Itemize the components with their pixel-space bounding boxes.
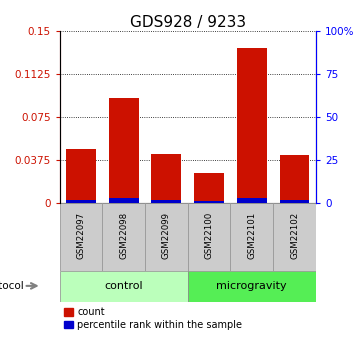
Bar (66, 149, 96, 203)
Text: GSM22097: GSM22097 (77, 212, 86, 259)
Bar (194, 201, 224, 203)
Bar (279, 155, 309, 203)
Bar (188, 203, 230, 270)
Text: protocol: protocol (0, 281, 24, 291)
Bar (194, 173, 224, 203)
Bar (145, 203, 188, 270)
Bar (230, 203, 273, 270)
Bar (237, 48, 267, 203)
Text: GSM22102: GSM22102 (290, 212, 299, 259)
Title: GDS928 / 9233: GDS928 / 9233 (130, 15, 246, 30)
Bar (279, 199, 309, 203)
Bar (109, 98, 139, 203)
Text: GSM22098: GSM22098 (119, 212, 128, 259)
Bar (273, 203, 316, 270)
Legend: count, percentile rank within the sample: count, percentile rank within the sample (64, 307, 242, 330)
Bar (109, 198, 139, 203)
Bar (60, 203, 102, 270)
Text: control: control (104, 281, 143, 291)
Bar (188, 270, 316, 303)
Bar (102, 203, 145, 270)
Text: GSM22100: GSM22100 (205, 212, 214, 259)
Text: microgravity: microgravity (217, 281, 287, 291)
Bar (60, 270, 188, 303)
Bar (151, 199, 181, 203)
Text: GSM22099: GSM22099 (162, 212, 171, 259)
Bar (237, 198, 267, 203)
Bar (151, 154, 181, 203)
Text: GSM22101: GSM22101 (247, 212, 256, 259)
Bar (66, 199, 96, 203)
